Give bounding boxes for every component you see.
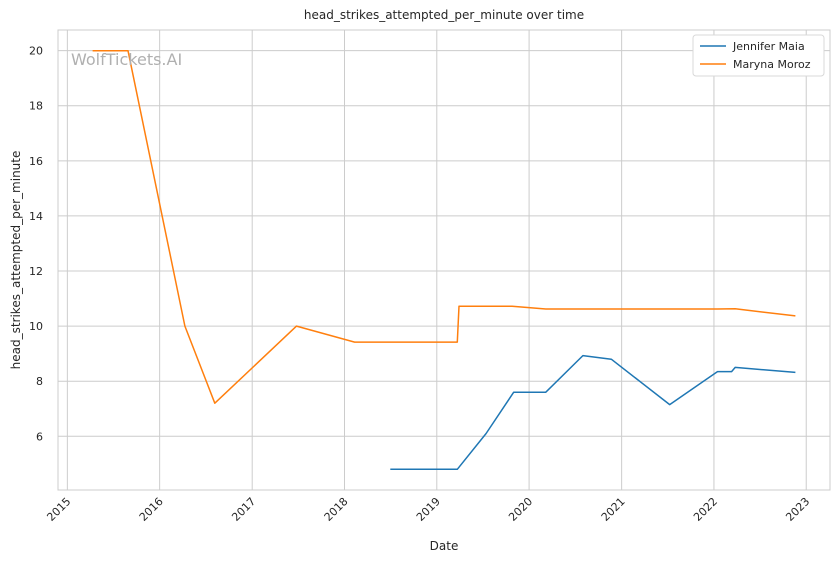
x-axis-label: Date xyxy=(430,539,459,553)
plot-background xyxy=(58,30,830,490)
x-tick-label: 2015 xyxy=(44,495,73,524)
watermark: WolfTickets.AI xyxy=(71,50,182,69)
y-tick-label: 18 xyxy=(29,100,43,113)
legend-label-jennifer-maia: Jennifer Maia xyxy=(732,40,805,53)
grid xyxy=(58,30,830,490)
x-tick-label: 2022 xyxy=(691,495,720,524)
y-tick-label: 8 xyxy=(36,375,43,388)
x-tick-labels: 2015 2016 2017 2018 2019 2020 2021 2022 2023 xyxy=(44,495,812,524)
y-tick-label: 12 xyxy=(29,265,43,278)
x-tick-label: 2018 xyxy=(322,495,351,524)
x-tick-label: 2021 xyxy=(599,495,628,524)
series-line-jennifer-maia xyxy=(390,354,796,471)
legend-label-maryna-moroz: Maryna Moroz xyxy=(733,58,811,71)
y-tick-label: 16 xyxy=(29,155,43,168)
x-tick-label: 2017 xyxy=(229,495,258,524)
y-tick-label: 20 xyxy=(29,45,43,58)
y-tick-label: 6 xyxy=(36,430,43,443)
chart-title: head_strikes_attempted_per_minute over t… xyxy=(304,8,584,22)
series-lines xyxy=(92,49,796,471)
series-line-maryna-moroz xyxy=(92,49,796,404)
x-tick-label: 2023 xyxy=(783,495,812,524)
y-tick-labels: 6 8 10 12 14 16 18 20 xyxy=(29,45,43,444)
legend: Jennifer Maia Maryna Moroz xyxy=(692,34,825,77)
y-tick-label: 10 xyxy=(29,320,43,333)
x-tick-label: 2019 xyxy=(414,495,443,524)
x-tick-label: 2020 xyxy=(506,495,535,524)
y-axis-label: head_strikes_attempted_per_minute xyxy=(9,151,23,370)
x-tick-label: 2016 xyxy=(137,495,166,524)
plot-frame xyxy=(57,29,831,491)
y-tick-label: 14 xyxy=(29,210,43,223)
